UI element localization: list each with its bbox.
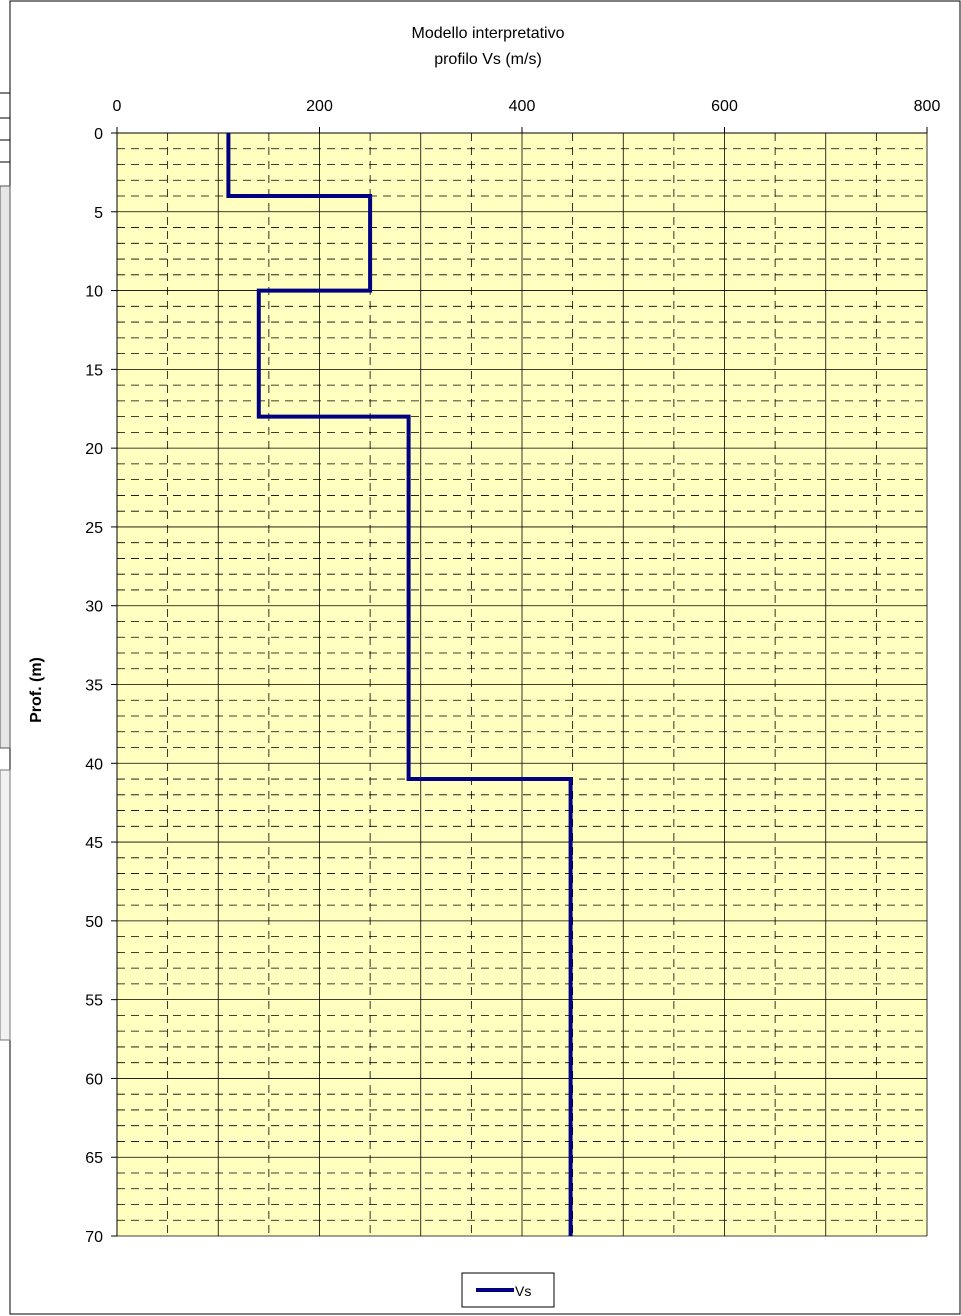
y-tick-labels: 0 5 10 15 20 25 30 35 40 45 50 55 60 65 70 bbox=[85, 126, 103, 1246]
y-tick-label: 30 bbox=[85, 599, 103, 616]
y-tick-label: 15 bbox=[85, 362, 103, 379]
series-layer bbox=[226, 133, 573, 1236]
legend-label-vs: Vs bbox=[515, 1283, 531, 1299]
x-tick-label: 800 bbox=[914, 98, 941, 115]
left-edge-fragments bbox=[0, 92, 11, 1041]
y-tick-label: 60 bbox=[85, 1071, 103, 1088]
y-tick-label: 70 bbox=[85, 1229, 103, 1246]
chart-title: Modello interpretativo bbox=[412, 25, 565, 42]
chart-subtitle: profilo Vs (m/s) bbox=[434, 51, 542, 68]
y-tick-label: 45 bbox=[85, 835, 103, 852]
x-tick-label: 600 bbox=[711, 98, 738, 115]
y-tick-label: 25 bbox=[85, 520, 103, 537]
x-tick-labels: 0 200 400 600 800 bbox=[113, 98, 941, 115]
y-axis-label: Prof. (m) bbox=[28, 657, 45, 723]
y-tick-label: 50 bbox=[85, 914, 103, 931]
y-tick-label: 20 bbox=[85, 441, 103, 458]
y-tick-label: 35 bbox=[85, 678, 103, 695]
y-tick-label: 65 bbox=[85, 1150, 103, 1167]
y-tick-label: 0 bbox=[94, 126, 103, 143]
x-tick-label: 200 bbox=[306, 98, 333, 115]
y-tick-label: 10 bbox=[85, 284, 103, 301]
grid-lines bbox=[116, 132, 928, 1237]
axes bbox=[111, 127, 928, 1237]
x-tick-label: 400 bbox=[509, 98, 536, 115]
y-tick-label: 55 bbox=[85, 993, 103, 1010]
y-tick-label: 5 bbox=[94, 205, 103, 222]
legend: Vs bbox=[461, 1272, 555, 1308]
x-tick-label: 0 bbox=[113, 98, 122, 115]
series-line-vs bbox=[226, 133, 573, 1236]
y-tick-label: 40 bbox=[85, 756, 103, 773]
